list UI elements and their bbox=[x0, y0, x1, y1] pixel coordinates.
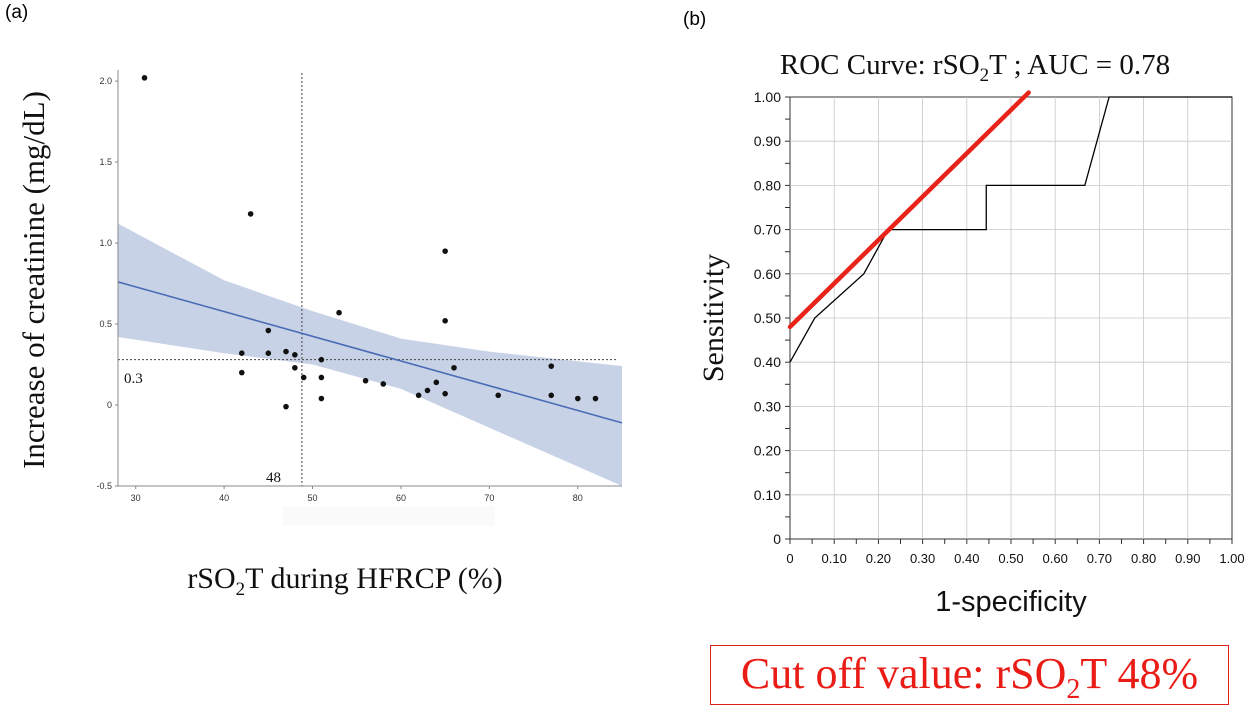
roc-grid bbox=[785, 96, 1233, 544]
data-point bbox=[265, 327, 272, 334]
confidence-band bbox=[118, 223, 622, 486]
data-point bbox=[238, 350, 245, 356]
y-tick-label-b: 0.90 bbox=[754, 133, 781, 149]
cutoff-value-box: Cut off value: rSO2T 48% bbox=[710, 645, 1229, 705]
x-tick-label-b: 0.90 bbox=[1175, 551, 1200, 566]
x-tick-label-a: 40 bbox=[219, 493, 229, 503]
y-tick-label-b: 0.30 bbox=[754, 398, 781, 414]
data-point bbox=[415, 392, 422, 399]
data-point bbox=[141, 75, 148, 81]
roc-title-pre: ROC Curve: rSO bbox=[780, 49, 980, 81]
y-tick-label-b: 0.80 bbox=[754, 177, 781, 193]
x-tick-label-b: 0.80 bbox=[1131, 551, 1156, 566]
x-axis-title-post: T during HFRCP (%) bbox=[245, 562, 503, 595]
data-point bbox=[442, 318, 448, 324]
cutoff-text-sub: 2 bbox=[1066, 673, 1081, 705]
roc-title-sub: 2 bbox=[980, 65, 990, 86]
x-tick-label-b: 0.30 bbox=[910, 551, 935, 566]
data-point bbox=[442, 390, 448, 397]
data-point bbox=[451, 364, 457, 371]
y-tick-labels-b: 0 0.10 0.20 0.30 0.40 0.50 0.60 0.70 0.80 0.90 1.0… bbox=[754, 89, 781, 547]
x-axis-title-sub: 2 bbox=[236, 579, 246, 600]
x-tick-label-b: 1.00 bbox=[1219, 551, 1244, 566]
roc-title-post: T ; AUC = 0.78 bbox=[989, 49, 1170, 81]
x-tick-label-a: 70 bbox=[484, 493, 494, 503]
roc-title: ROC Curve: rSO2T ; AUC = 0.78 bbox=[780, 49, 1170, 86]
x-tick-label-b: 0.40 bbox=[954, 551, 979, 566]
data-point bbox=[380, 381, 387, 387]
scatter-chart-creatinine: -0.5 0 0.5 1.0 1.5 2.0 30 40 50 60 70 80 48 0.3 In… bbox=[16, 70, 623, 600]
data-point bbox=[424, 387, 431, 394]
y-tick-label-a: 1.0 bbox=[99, 238, 112, 248]
roc-y-axis-title: Sensitivity bbox=[697, 254, 730, 382]
data-point bbox=[265, 350, 272, 356]
cutoff-x-label: 48 bbox=[266, 470, 281, 486]
data-point bbox=[247, 211, 254, 217]
y-tick-label-a: -0.5 bbox=[96, 481, 112, 491]
data-point bbox=[592, 395, 599, 402]
roc-chart: ROC Curve: rSO2T ; AUC = 0.78 00.100.200… bbox=[697, 49, 1245, 618]
y-tick-label-b: 0.20 bbox=[754, 443, 781, 459]
y-tick-label-b: 0.60 bbox=[754, 266, 781, 282]
x-tick-label-b: 0.70 bbox=[1087, 551, 1112, 566]
x-tick-label-a: 60 bbox=[396, 493, 406, 503]
x-tick-label-b: 0.10 bbox=[822, 551, 847, 566]
data-point bbox=[300, 374, 307, 381]
panel-a-label: (a) bbox=[5, 2, 29, 23]
data-point bbox=[574, 395, 581, 402]
y-tick-label-b: 0.10 bbox=[754, 487, 781, 503]
x-tick-label-b: 0.20 bbox=[866, 551, 891, 566]
y-axis-title-text: Increase of creatinine (mg/dL) bbox=[16, 91, 51, 469]
y-tick-label-b: 0.70 bbox=[754, 222, 781, 238]
y-axis-title-a: Increase of creatinine (mg/dL) bbox=[16, 91, 51, 469]
data-point bbox=[548, 392, 555, 399]
x-tick-label-a: 30 bbox=[131, 493, 141, 503]
x-axis-label-mask bbox=[283, 506, 495, 526]
data-point bbox=[336, 309, 342, 316]
data-point bbox=[548, 363, 555, 369]
cutoff-text-pre: Cut off value: rSO bbox=[740, 649, 1067, 698]
x-tick-label-a: 80 bbox=[573, 493, 583, 503]
x-tick-label-b: 0.50 bbox=[998, 551, 1023, 566]
y-tick-label-b: 0.40 bbox=[754, 354, 781, 370]
y-tick-label-a: 2.0 bbox=[99, 76, 112, 86]
panel-b-label: (b) bbox=[683, 9, 707, 30]
regression-line bbox=[117, 281, 623, 424]
data-point bbox=[283, 348, 289, 355]
data-point bbox=[433, 379, 440, 386]
data-point bbox=[292, 352, 298, 358]
roc-tangent-line bbox=[787, 90, 1031, 330]
data-point bbox=[318, 356, 325, 363]
data-point bbox=[442, 248, 448, 254]
x-tick-label-a: 50 bbox=[308, 493, 318, 503]
y-tick-label-b: 1.00 bbox=[754, 89, 781, 105]
data-point bbox=[238, 369, 245, 376]
x-tick-labels-a: 30 40 50 60 70 80 bbox=[131, 486, 583, 503]
roc-curve bbox=[789, 96, 1232, 363]
data-point bbox=[283, 403, 289, 410]
x-tick-label-b: 0.60 bbox=[1043, 551, 1068, 566]
y-tick-label-b: 0.50 bbox=[754, 310, 781, 326]
scatter-points bbox=[141, 75, 599, 410]
roc-x-axis-title: 1-specificity bbox=[935, 586, 1087, 618]
y-tick-label-a: 1.5 bbox=[99, 157, 112, 167]
y-tick-label-b: 0 bbox=[773, 531, 781, 547]
data-point bbox=[362, 377, 369, 384]
y-tick-labels-a: -0.5 0 0.5 1.0 1.5 2.0 bbox=[96, 76, 118, 491]
data-point bbox=[318, 374, 325, 381]
cutoff-y-label: 0.3 bbox=[124, 371, 143, 387]
x-axis-title-pre: rSO bbox=[187, 562, 235, 595]
data-point bbox=[292, 364, 298, 371]
cutoff-text-post: T 48% bbox=[1080, 649, 1199, 698]
y-tick-label-a: 0 bbox=[107, 400, 112, 410]
x-axis-title-a: rSO2T during HFRCP (%) bbox=[187, 562, 502, 600]
data-point bbox=[318, 395, 325, 402]
x-tick-label-b: 0 bbox=[786, 551, 793, 566]
x-tick-labels-b: 0 0.10 0.20 0.30 0.40 0.50 0.60 0.70 0.80 0.90 1.0… bbox=[786, 551, 1244, 566]
data-point bbox=[495, 392, 502, 399]
y-tick-label-a: 0.5 bbox=[99, 319, 112, 329]
